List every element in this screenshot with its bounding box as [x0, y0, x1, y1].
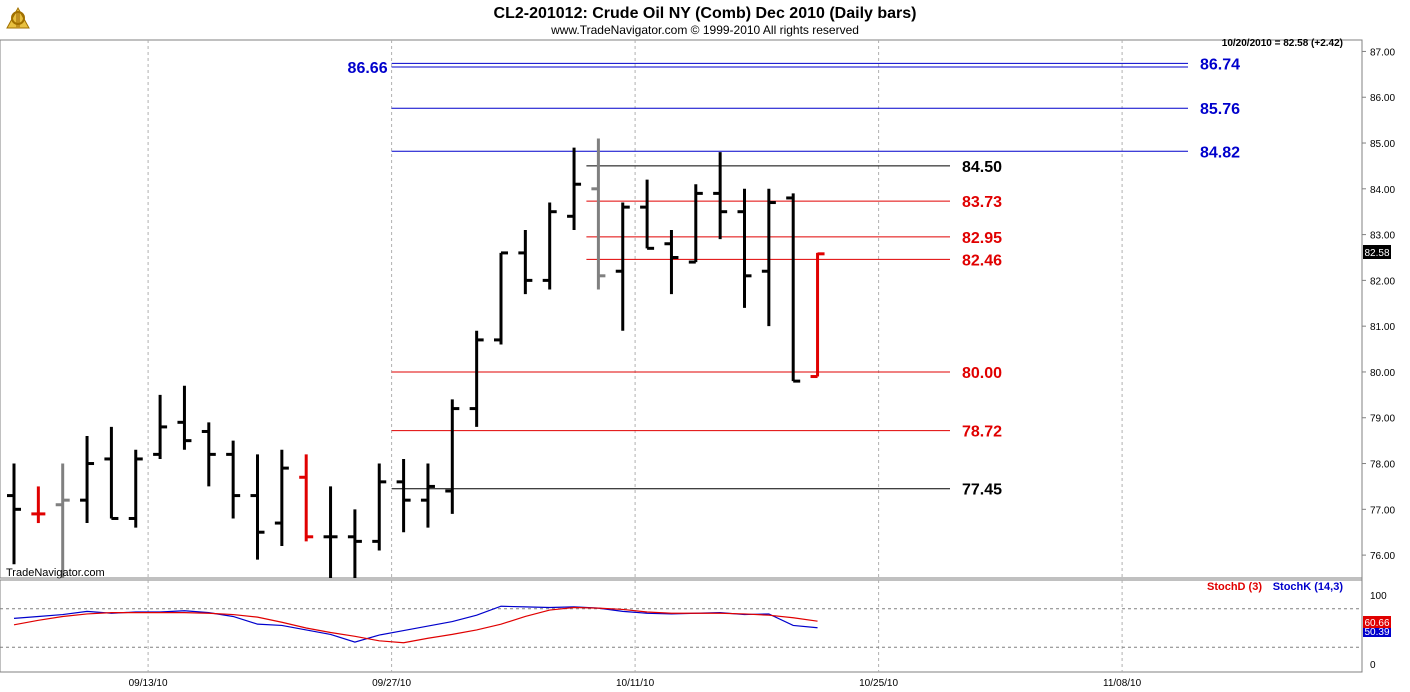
last-price-badge: 82.58: [1364, 248, 1389, 259]
level-label: 84.50: [962, 159, 1002, 176]
price-tick-label: 85.00: [1370, 139, 1395, 150]
date-tick-label: 11/08/10: [1103, 678, 1142, 689]
stochastic-lines: [13, 605, 818, 644]
price-tick-label: 82.00: [1370, 276, 1395, 287]
stochd-badge-bg: [1363, 616, 1391, 628]
copyright-subtitle: www.TradeNavigator.com © 1999-2010 All r…: [550, 23, 859, 37]
level-label: 85.76: [1200, 101, 1240, 118]
stochastic-panel: [0, 579, 1363, 673]
price-tick-label: 80.00: [1370, 368, 1395, 379]
stochd-line: [13, 606, 818, 644]
price-axis-ticks: 76.00 77.00 78.00 79.00 80.00 81.00 82.00 83.00…: [1362, 47, 1395, 562]
price-tick-label: 81.00: [1370, 322, 1395, 333]
price-tick-label: 78.00: [1370, 460, 1395, 471]
last-price-readout: 10/20/2010 = 82.58 (+2.42): [1222, 38, 1343, 49]
stochd-legend: StochD (3): [1207, 581, 1262, 593]
price-tick-label: 79.00: [1370, 414, 1395, 425]
date-axis-ticks: 09/13/10 09/27/10 10/11/10 10/25/10 11/08/10: [129, 678, 1142, 689]
chart-title: CL2-201012: Crude Oil NY (Comb) Dec 2010…: [494, 5, 917, 22]
level-label: 78.72: [962, 424, 1002, 441]
stochk-legend: StochK (14,3): [1273, 581, 1344, 593]
stoch-tick-100: 100: [1370, 591, 1387, 602]
level-label: 84.82: [1200, 144, 1240, 161]
level-label: 80.00: [962, 365, 1002, 382]
level-label: 77.45: [962, 482, 1002, 499]
date-tick-label: 10/25/10: [859, 678, 898, 689]
stochk-badge: 50.39: [1364, 627, 1389, 638]
level-label: 86.66: [348, 60, 388, 77]
levels: 86.74 86.66 85.76 84.82 84.50 83.73 82.95 82.46…: [348, 56, 1241, 498]
price-panel: [0, 39, 1363, 579]
price-bars: [7, 138, 825, 578]
level-label: 82.95: [962, 230, 1002, 247]
grid: [0, 40, 1362, 672]
last-price-badge-bg: [1363, 245, 1391, 259]
date-tick-label: 09/13/10: [129, 678, 168, 689]
level-label: 82.46: [962, 252, 1002, 269]
date-tick-label: 09/27/10: [372, 678, 411, 689]
price-tick-label: 87.00: [1370, 47, 1395, 58]
watermark: TradeNavigator.com: [6, 567, 105, 579]
stochd-badge: 60.66: [1364, 618, 1389, 629]
price-tick-label: 77.00: [1370, 505, 1395, 516]
price-tick-label: 76.00: [1370, 551, 1395, 562]
date-tick-label: 10/11/10: [616, 678, 655, 689]
stoch-tick-0: 0: [1370, 660, 1376, 671]
price-tick-label: 84.00: [1370, 185, 1395, 196]
price-tick-label: 83.00: [1370, 231, 1395, 242]
level-label: 86.74: [1200, 56, 1240, 73]
trade-navigator-logo-icon: [4, 4, 32, 32]
price-tick-label: 86.00: [1370, 93, 1395, 104]
level-label: 83.73: [962, 194, 1002, 211]
